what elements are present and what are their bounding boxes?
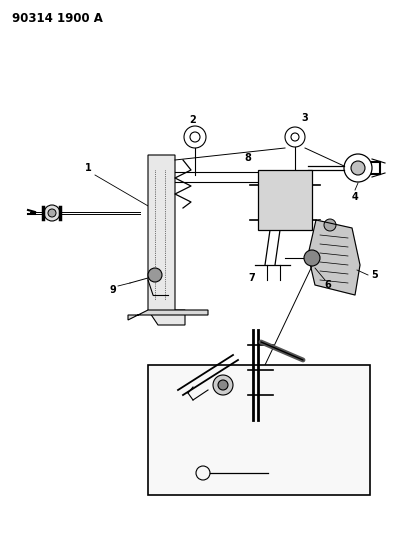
Text: 90314 1900 A: 90314 1900 A — [12, 12, 103, 25]
Text: 6: 6 — [325, 280, 332, 290]
Circle shape — [304, 250, 320, 266]
Text: 1: 1 — [85, 163, 92, 173]
Polygon shape — [148, 155, 185, 325]
Text: 4: 4 — [351, 192, 358, 202]
Text: 2: 2 — [189, 115, 196, 125]
Text: 11: 11 — [291, 468, 305, 478]
Text: 5: 5 — [372, 270, 378, 280]
Text: 9: 9 — [109, 285, 116, 295]
Circle shape — [48, 209, 56, 217]
Text: 3: 3 — [302, 113, 308, 123]
Circle shape — [44, 205, 60, 221]
Text: 12: 12 — [161, 460, 175, 470]
Circle shape — [324, 219, 336, 231]
Circle shape — [213, 375, 233, 395]
Text: 10: 10 — [301, 390, 315, 400]
Text: 8: 8 — [244, 153, 252, 163]
Bar — [148, 365, 370, 495]
Bar — [258, 170, 312, 230]
Circle shape — [148, 268, 162, 282]
Text: 7: 7 — [249, 273, 256, 283]
Circle shape — [351, 161, 365, 175]
Polygon shape — [128, 310, 208, 320]
Circle shape — [218, 380, 228, 390]
Polygon shape — [308, 220, 360, 295]
